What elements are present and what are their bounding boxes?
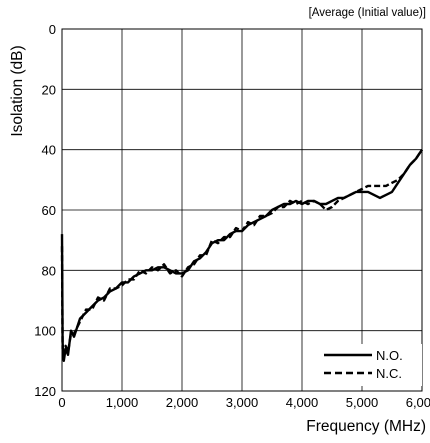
y-axis-ticks: 0 20 40 60 80 100 120 <box>34 22 56 399</box>
y-tick-label: 60 <box>42 203 56 218</box>
x-axis-label: Frequency (MHz) <box>306 418 426 435</box>
x-axis-ticks: 0 1,000 2,000 3,000 4,000 5,000 6,000 <box>58 395 430 410</box>
plot-area-frame <box>61 28 423 392</box>
x-tick-label: 4,000 <box>286 395 319 410</box>
x-tick-label: 1,000 <box>106 395 139 410</box>
y-tick-label: 40 <box>42 143 56 158</box>
x-tick-label: 3,000 <box>226 395 259 410</box>
legend-label-no: N.O. <box>376 348 403 363</box>
x-tick-label: 5,000 <box>346 395 379 410</box>
legend: N.O. N.C. <box>318 344 422 386</box>
x-tick-label: 6,000 <box>406 395 430 410</box>
series-line-nc <box>60 149 423 356</box>
chart-title: [Average (Initial value)] <box>309 7 426 19</box>
y-tick-label: 0 <box>49 22 56 37</box>
y-axis-label: Isolation (dB) <box>9 45 26 136</box>
y-tick-label: 100 <box>34 324 56 339</box>
y-tick-label: 80 <box>42 263 56 278</box>
legend-label-nc: N.C. <box>376 366 402 381</box>
grid-lines <box>62 29 422 391</box>
y-tick-label: 20 <box>42 82 56 97</box>
series-group <box>60 149 423 362</box>
x-tick-label: 2,000 <box>166 395 199 410</box>
legend-background <box>318 344 422 386</box>
y-tick-label: 120 <box>34 384 56 399</box>
x-tick-label: 0 <box>58 395 65 410</box>
